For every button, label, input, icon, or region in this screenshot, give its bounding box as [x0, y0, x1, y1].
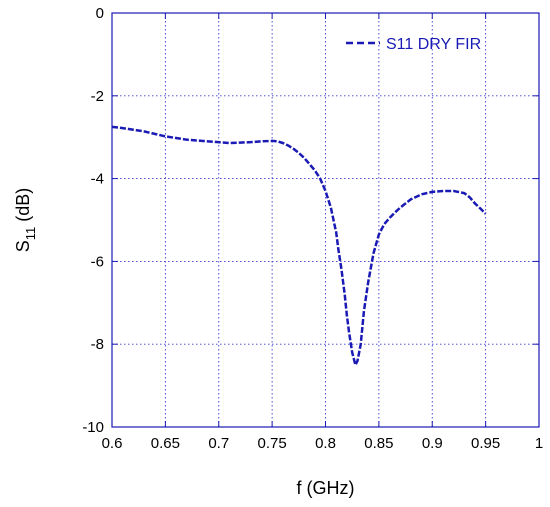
y-tick-label: -10	[82, 419, 104, 436]
legend-label: S11 DRY FIR	[386, 36, 481, 53]
x-tick-label: 0.65	[151, 435, 180, 452]
y-tick-label: -4	[91, 171, 104, 188]
x-tick-labels: 0.6 0.65 0.7 0.75 0.8 0.85 0.9 0.95 1	[102, 435, 544, 452]
series-layer	[111, 125, 487, 367]
series-line	[111, 125, 487, 367]
y-tick-label: -2	[91, 88, 104, 105]
y-tick-label: -8	[91, 336, 104, 353]
plot-area	[112, 13, 539, 427]
grid	[112, 13, 539, 427]
x-tick-label: 1	[535, 435, 543, 452]
x-tick-label: 0.85	[364, 435, 393, 452]
x-tick-label: 0.7	[208, 435, 229, 452]
y-axis-label-subscript: 11	[23, 227, 38, 241]
y-tick-label: 0	[96, 5, 104, 22]
x-axis-label: f (GHz)	[297, 478, 355, 498]
x-tick-label: 0.75	[258, 435, 287, 452]
x-tick-label: 0.95	[471, 435, 500, 452]
y-axis-label-base: S	[13, 240, 33, 252]
x-tick-label: 0.6	[102, 435, 123, 452]
y-tick-labels: 0 -2 -4 -6 -8 -10	[82, 5, 104, 436]
tick-marks	[111, 12, 540, 428]
x-tick-label: 0.9	[422, 435, 443, 452]
legend: S11 DRY FIR	[346, 36, 481, 53]
y-tick-label: -6	[91, 253, 104, 270]
x-tick-label: 0.8	[315, 435, 336, 452]
y-axis-label: S11 (dB)	[13, 188, 38, 253]
y-axis-label-suffix: (dB)	[13, 188, 33, 227]
